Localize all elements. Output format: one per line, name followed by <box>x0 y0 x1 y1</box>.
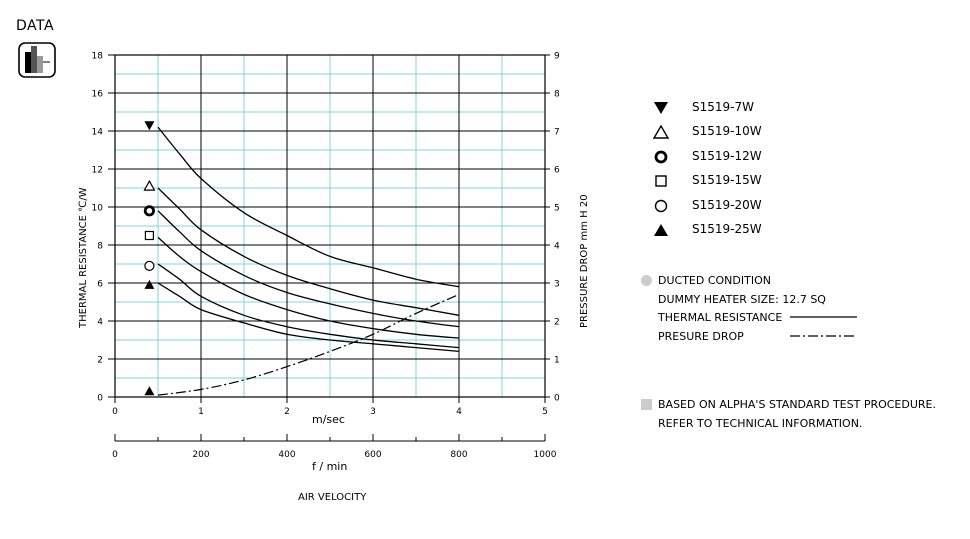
x-axis-label-msec: m/sec <box>312 413 345 426</box>
marker-s1519-15w <box>144 230 154 241</box>
y-tick-label-left: 8 <box>97 242 103 252</box>
y-axis-label-left: THERMAL RESISTANCE ℃/W <box>78 187 89 329</box>
x-tick-label-fmin: 600 <box>364 450 381 460</box>
curve-s1519-20w <box>157 263 460 349</box>
marker-s1519-7w <box>144 121 155 131</box>
y-tick-label-right: 9 <box>554 52 560 62</box>
bar-chart-icon <box>18 42 56 78</box>
open-square-icon <box>650 171 672 191</box>
x-tick-label-msec: 4 <box>456 407 462 417</box>
marker-pressure-drop <box>144 386 155 396</box>
y-tick-label-left: 10 <box>92 204 104 214</box>
marker-s1519-12w <box>143 205 155 217</box>
curve-s1519-12w <box>157 210 460 328</box>
markers <box>143 121 156 396</box>
y-tick-label-right: 6 <box>554 166 560 176</box>
y-tick-label-right: 7 <box>554 128 560 138</box>
y-axis-label-right: PRESSURE DROP mm H 20 <box>579 194 590 328</box>
x-axis-label-fmin: f / min <box>312 460 347 473</box>
x-tick-label-msec: 2 <box>284 407 290 417</box>
y-tick-label-left: 2 <box>97 356 103 366</box>
thermal-resistance-text: THERMAL RESISTANCE <box>658 311 783 324</box>
x-tick-label-msec: 5 <box>542 407 548 417</box>
y-tick-label-right: 1 <box>554 356 560 366</box>
legend-label: S1519-12W <box>692 149 762 163</box>
curve-s1519-7w <box>157 126 460 288</box>
open-circle-icon <box>650 196 672 216</box>
y-tick-label-right: 5 <box>554 204 560 214</box>
curves <box>157 126 460 396</box>
legend-label: S1519-15W <box>692 173 762 187</box>
curve-s1519-25w <box>157 282 460 353</box>
y-tick-label-right: 8 <box>554 90 560 100</box>
legend-label: S1519-7W <box>692 100 754 114</box>
x-axis-caption: AIR VELOCITY <box>298 492 367 503</box>
plot-frame <box>114 54 546 398</box>
x-tick-label-fmin: 400 <box>278 450 295 460</box>
ducted-bullet-icon <box>641 275 652 286</box>
x-tick-label-fmin: 800 <box>450 450 467 460</box>
x-tick-label-msec: 3 <box>370 407 376 417</box>
marker-s1519-10w <box>143 179 156 191</box>
y-tick-label-left: 4 <box>97 318 103 328</box>
y-tick-label-right: 3 <box>554 280 560 290</box>
curve-s1519-15w <box>157 236 460 339</box>
y-tick-label-left: 14 <box>92 128 104 138</box>
y-tick-label-left: 6 <box>97 280 103 290</box>
y-tick-label-left: 0 <box>97 394 103 404</box>
open-triangle-up-icon <box>650 122 672 142</box>
x-tick-label-fmin: 200 <box>192 450 209 460</box>
procedure-bullet-icon <box>641 399 652 410</box>
procedure-text: BASED ON ALPHA'S STANDARD TEST PROCEDURE… <box>658 398 936 411</box>
y-tick-label-left: 18 <box>92 52 104 62</box>
curve-pressure-drop <box>157 293 460 396</box>
y-tick-label-right: 4 <box>554 242 560 252</box>
filled-triangle-up-icon <box>650 220 672 240</box>
curve-s1519-10w <box>157 187 460 316</box>
marker-s1519-20w <box>144 260 155 271</box>
x-tick-label-msec: 1 <box>198 407 204 417</box>
x-tick-label-fmin: 0 <box>112 450 118 460</box>
x-tick-label-fmin: 1000 <box>534 450 557 460</box>
pressure-drop-text: PRESURE DROP <box>658 330 744 343</box>
y-tick-label-right: 2 <box>554 318 560 328</box>
reference-text: REFER TO TECHNICAL INFORMATION. <box>658 417 863 430</box>
legend-label: S1519-10W <box>692 124 762 138</box>
bold-circle-icon <box>650 147 672 167</box>
marker-s1519-25w <box>144 279 155 289</box>
filled-triangle-down-icon <box>650 98 672 118</box>
heater-size-text: DUMMY HEATER SIZE: 12.7 SQ <box>658 293 826 306</box>
legend-label: S1519-25W <box>692 222 762 236</box>
grid-major <box>114 54 546 398</box>
y-tick-label-left: 16 <box>92 90 104 100</box>
chart-axes <box>108 54 550 442</box>
line-style-key <box>790 316 857 337</box>
ducted-condition-text: DUCTED CONDITION <box>658 274 771 287</box>
legend-label: S1519-20W <box>692 198 762 212</box>
y-tick-label-right: 0 <box>554 394 560 404</box>
y-tick-label-left: 12 <box>92 166 103 176</box>
grid-minor <box>114 54 546 398</box>
x-tick-label-msec: 0 <box>112 407 118 417</box>
data-tag: DATA <box>16 18 55 34</box>
